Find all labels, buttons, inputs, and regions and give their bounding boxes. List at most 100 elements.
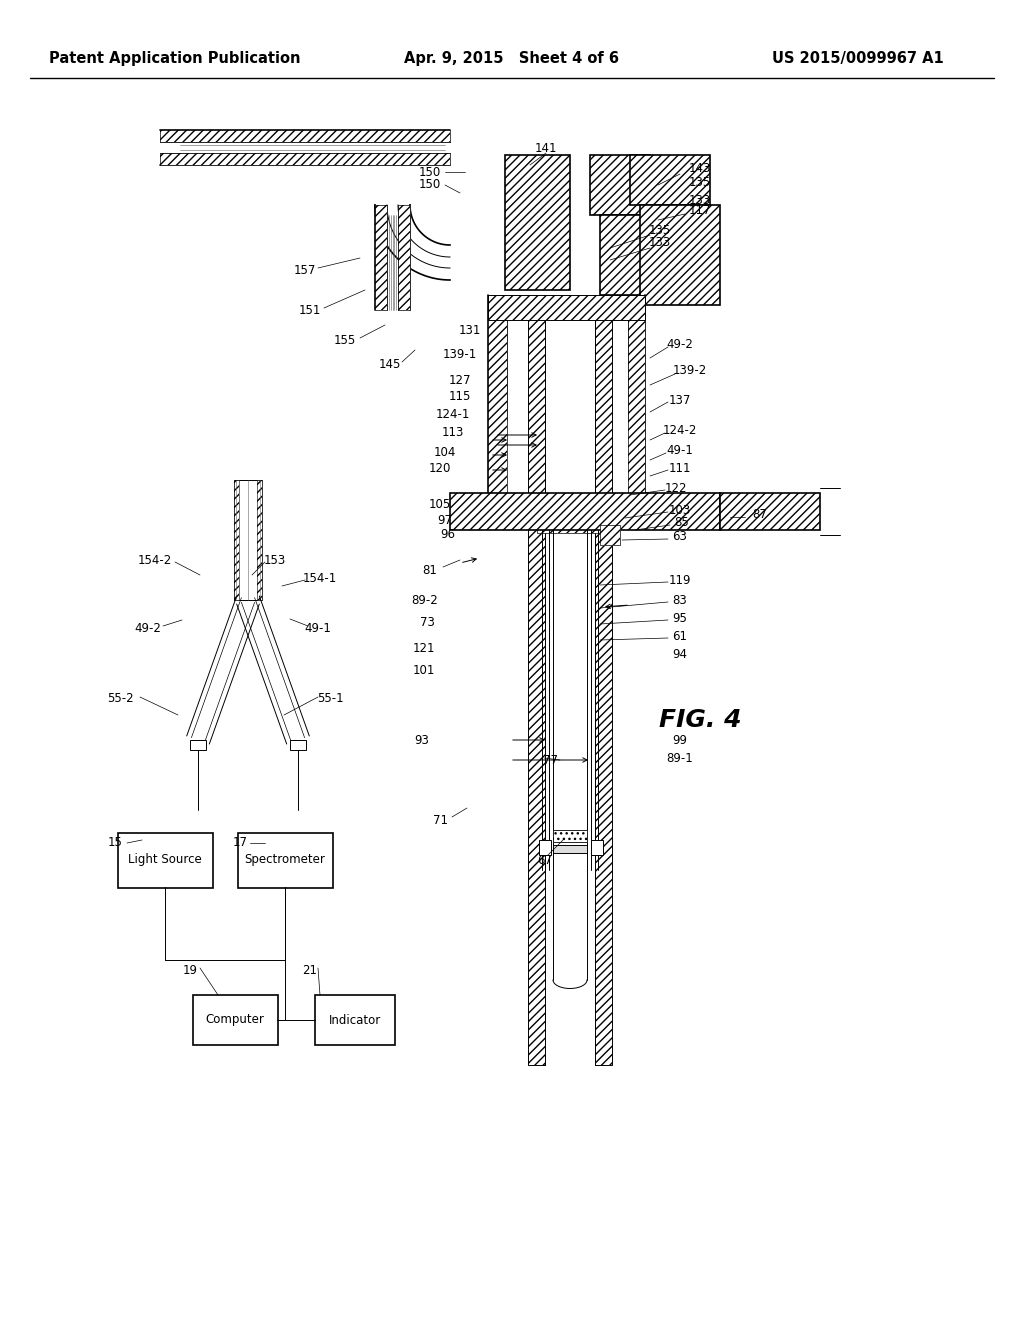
Bar <box>595 300 612 1065</box>
Text: 15: 15 <box>108 836 123 849</box>
Text: 104: 104 <box>434 446 456 458</box>
Text: 133: 133 <box>649 236 671 249</box>
Text: 67: 67 <box>538 854 553 866</box>
Text: 121: 121 <box>413 642 435 655</box>
Bar <box>234 480 239 601</box>
Text: 135: 135 <box>649 223 671 236</box>
Text: 101: 101 <box>413 664 435 676</box>
Bar <box>553 830 587 842</box>
Bar <box>630 154 710 205</box>
Bar <box>720 492 820 531</box>
Bar <box>600 525 620 545</box>
Text: 113: 113 <box>441 425 464 438</box>
Text: 77: 77 <box>543 754 557 767</box>
Text: 55-1: 55-1 <box>316 692 343 705</box>
Bar <box>720 492 820 531</box>
Text: 119: 119 <box>669 573 691 586</box>
Text: 94: 94 <box>673 648 687 661</box>
Text: Light Source: Light Source <box>128 854 202 866</box>
Text: 17: 17 <box>232 837 248 850</box>
Text: Spectrometer: Spectrometer <box>245 854 326 866</box>
Text: FIG. 4: FIG. 4 <box>658 708 741 733</box>
Text: 19: 19 <box>182 964 198 977</box>
Text: 85: 85 <box>675 516 689 529</box>
Bar <box>488 294 645 319</box>
Text: 150: 150 <box>419 165 441 178</box>
Bar <box>450 492 720 531</box>
Text: 157: 157 <box>294 264 316 276</box>
Text: US 2015/0099967 A1: US 2015/0099967 A1 <box>772 50 944 66</box>
Text: 99: 99 <box>673 734 687 747</box>
Bar <box>505 154 570 290</box>
Text: 87: 87 <box>753 508 767 521</box>
Bar <box>628 294 645 495</box>
Text: 154-1: 154-1 <box>303 572 337 585</box>
Bar <box>528 300 545 1065</box>
Text: 55-2: 55-2 <box>106 692 133 705</box>
Bar <box>640 205 720 305</box>
Text: 95: 95 <box>673 611 687 624</box>
Bar <box>315 995 395 1045</box>
Text: 127: 127 <box>449 374 471 387</box>
Text: 124-1: 124-1 <box>436 408 470 421</box>
Bar <box>450 492 720 531</box>
Bar <box>375 205 387 310</box>
Bar <box>234 480 262 601</box>
Text: 137: 137 <box>669 393 691 407</box>
Text: Indicator: Indicator <box>329 1014 381 1027</box>
Text: 83: 83 <box>673 594 687 606</box>
Bar <box>193 995 278 1045</box>
Bar <box>160 153 450 165</box>
Text: 154-2: 154-2 <box>138 553 172 566</box>
Bar <box>190 741 206 750</box>
Text: Patent Application Publication: Patent Application Publication <box>49 50 301 66</box>
Text: 63: 63 <box>673 531 687 544</box>
Text: 141: 141 <box>535 141 557 154</box>
Bar <box>600 525 620 545</box>
Bar <box>238 833 333 888</box>
Text: 153: 153 <box>264 553 286 566</box>
Text: 89-2: 89-2 <box>412 594 438 606</box>
Text: Computer: Computer <box>206 1014 264 1027</box>
Bar <box>505 154 570 290</box>
Text: 105: 105 <box>429 499 452 511</box>
Text: 124-2: 124-2 <box>663 424 697 437</box>
Bar <box>600 215 650 294</box>
Bar <box>118 833 213 888</box>
Bar <box>234 480 239 601</box>
Bar <box>539 840 551 855</box>
Bar <box>488 294 507 495</box>
Text: 135: 135 <box>689 177 711 190</box>
Text: 143: 143 <box>689 161 712 174</box>
Bar <box>375 205 387 310</box>
Text: 61: 61 <box>673 630 687 643</box>
Text: 81: 81 <box>423 564 437 577</box>
Bar <box>628 294 645 495</box>
Text: 49-2: 49-2 <box>134 622 162 635</box>
Text: 145: 145 <box>379 359 401 371</box>
Text: Apr. 9, 2015   Sheet 4 of 6: Apr. 9, 2015 Sheet 4 of 6 <box>404 50 620 66</box>
Text: 122: 122 <box>665 482 687 495</box>
Bar <box>488 294 507 495</box>
Text: 139-2: 139-2 <box>673 363 708 376</box>
Text: 21: 21 <box>302 964 317 977</box>
Text: 115: 115 <box>449 391 471 404</box>
Bar <box>640 205 720 305</box>
Text: 93: 93 <box>415 734 429 747</box>
Text: 131: 131 <box>459 323 481 337</box>
Text: 133: 133 <box>689 194 711 206</box>
Text: 155: 155 <box>334 334 356 346</box>
Bar <box>591 840 603 855</box>
Text: 49-1: 49-1 <box>304 622 332 635</box>
Bar <box>537 531 603 533</box>
Bar <box>160 153 450 165</box>
Text: 49-2: 49-2 <box>667 338 693 351</box>
Text: 139-1: 139-1 <box>442 348 477 362</box>
Bar <box>160 129 450 143</box>
Bar <box>595 300 612 1065</box>
Bar <box>257 480 262 601</box>
Bar <box>537 531 603 533</box>
Bar <box>160 129 450 143</box>
Text: 71: 71 <box>432 813 447 826</box>
Text: 150: 150 <box>419 178 441 191</box>
